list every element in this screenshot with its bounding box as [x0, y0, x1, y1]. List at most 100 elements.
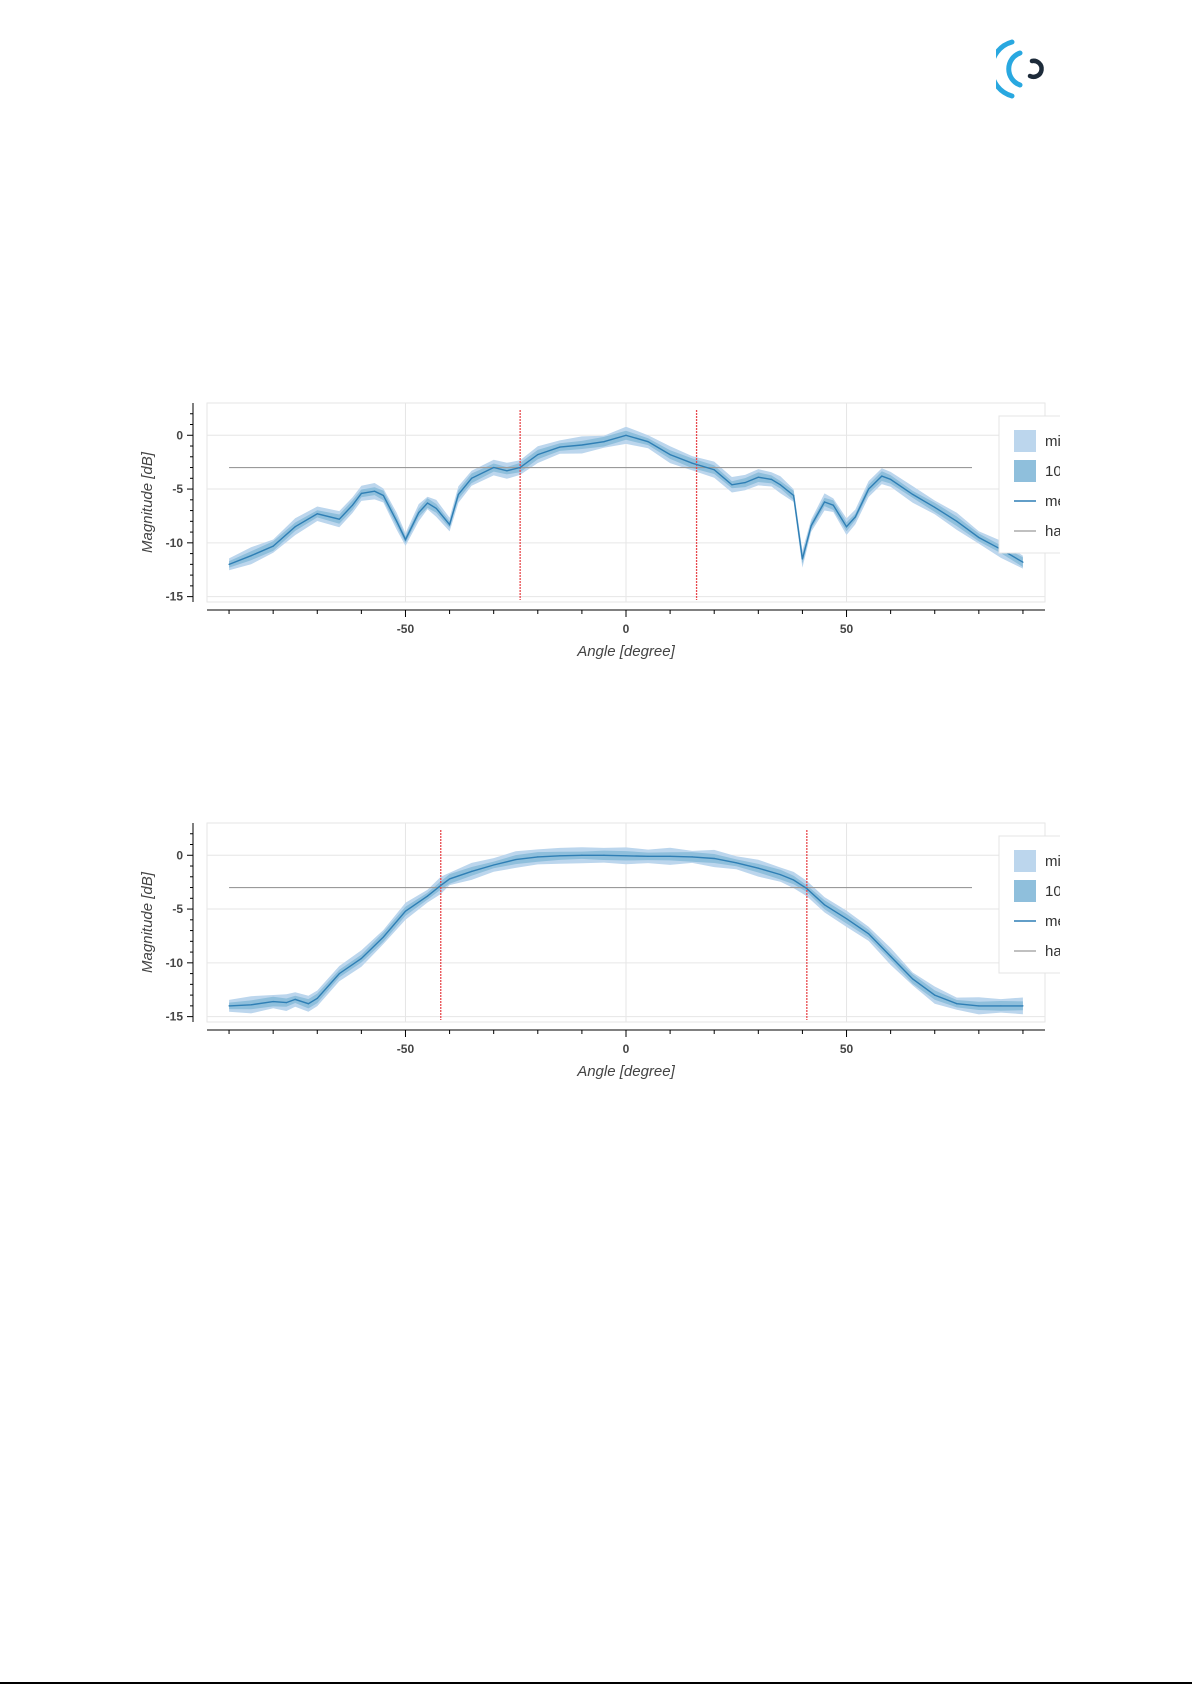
median-point	[823, 501, 826, 503]
median-point	[426, 502, 429, 504]
median-point	[669, 855, 671, 857]
median-point	[845, 918, 848, 920]
median-point	[316, 997, 318, 999]
median-point	[382, 494, 385, 497]
median-point	[890, 955, 892, 957]
median-point	[272, 545, 274, 547]
median-point	[294, 526, 296, 528]
beam-pattern-chart-1: 0 -5 -10 -15 Magnitude [dB] -50 0 50 Angle [degr…	[140, 395, 1060, 660]
wireless-signal-logo	[988, 38, 1056, 100]
median-point	[338, 518, 340, 520]
median-point	[713, 857, 715, 860]
median-point	[360, 492, 362, 494]
legend-label: 10% to 90%	[1045, 883, 1060, 900]
legend-label: median	[1045, 493, 1060, 510]
median-point	[374, 490, 376, 492]
median-point	[307, 1003, 310, 1005]
median-point	[956, 520, 958, 522]
median-point	[934, 994, 936, 996]
x-tick-label: 50	[840, 622, 854, 636]
median-point	[228, 1005, 230, 1007]
legend-swatch-percentile	[1014, 460, 1036, 482]
median-point	[396, 520, 398, 522]
median-point	[471, 477, 473, 479]
median-point	[779, 874, 781, 876]
median-point	[418, 512, 420, 514]
median-point	[757, 476, 759, 478]
median-point	[294, 998, 296, 1001]
median-point	[978, 1005, 980, 1007]
median-point	[669, 454, 671, 456]
y-tick-label: -10	[166, 956, 184, 970]
y-tick-label: -10	[166, 536, 184, 550]
legend-label: min to max	[1045, 433, 1060, 450]
median-point	[435, 507, 437, 510]
median-point	[731, 484, 733, 486]
median-point	[603, 441, 605, 443]
median-point	[978, 536, 980, 539]
median-point	[250, 1004, 252, 1006]
median-point	[867, 488, 870, 490]
median-point	[854, 516, 856, 518]
median-point	[250, 555, 252, 557]
median-point	[471, 870, 473, 873]
y-tick-label: 0	[176, 848, 183, 862]
median-point	[867, 933, 870, 935]
median-point	[735, 862, 737, 864]
median-point	[581, 854, 583, 856]
legend-swatch-percentile	[1014, 880, 1036, 902]
y-tick-label: -5	[172, 482, 183, 496]
median-point	[537, 856, 539, 858]
median-point	[537, 454, 539, 456]
y-axis-label: Magnitude [dB]	[140, 451, 156, 553]
median-point	[691, 462, 693, 464]
legend: min to max 10% to 90% median half-power lin…	[998, 835, 1060, 974]
legend-label: min to max	[1045, 853, 1060, 870]
median-point	[770, 478, 773, 480]
legend-label: median	[1045, 913, 1060, 930]
median-point	[647, 441, 649, 443]
median-point	[890, 478, 892, 480]
median-point	[515, 858, 517, 861]
median-point	[506, 470, 508, 472]
median-point	[810, 525, 812, 527]
median-point	[457, 493, 459, 496]
x-tick-label: 50	[840, 1042, 854, 1056]
median-point	[448, 523, 451, 526]
median-point	[519, 466, 521, 469]
chart-1-svg: 0 -5 -10 -15 Magnitude [dB] -50 0 50 Angle [degr…	[140, 402, 1060, 660]
legend-swatch-range	[1014, 850, 1036, 872]
chart-2-svg: 0 -5 -10 -15 Magnitude [dB] -50 0 50 Angle [degr…	[140, 822, 1060, 1080]
median-point	[493, 466, 495, 469]
x-tick-label: -50	[397, 1042, 415, 1056]
x-axis-label: Angle [degree]	[576, 643, 675, 660]
median-point	[832, 504, 834, 506]
y-tick-label: 0	[176, 428, 183, 442]
median-point	[625, 855, 627, 857]
median-point	[912, 978, 914, 980]
median-point	[845, 526, 848, 528]
median-point	[1022, 561, 1024, 563]
legend-label: 10% to 90%	[1045, 463, 1060, 480]
median-point	[691, 856, 693, 858]
x-axis-label: Angle [degree]	[576, 1063, 675, 1080]
x-tick-label: 0	[623, 622, 630, 636]
median-point	[272, 1000, 274, 1003]
median-point	[360, 957, 362, 960]
median-point	[404, 910, 407, 912]
median-point	[793, 879, 795, 881]
median-point	[404, 539, 407, 541]
y-tick-label: -15	[166, 590, 184, 604]
median-point	[1000, 1005, 1002, 1007]
median-point	[448, 878, 451, 880]
median-point	[440, 884, 442, 886]
median-point	[881, 475, 883, 477]
x-tick-label: 0	[623, 1042, 630, 1056]
median-point	[823, 904, 826, 906]
x-tick-label: -50	[397, 622, 415, 636]
median-point	[351, 504, 354, 506]
legend-swatch-range	[1014, 430, 1036, 452]
median-point	[493, 864, 495, 866]
median-point	[559, 446, 561, 448]
median-point	[625, 434, 627, 436]
